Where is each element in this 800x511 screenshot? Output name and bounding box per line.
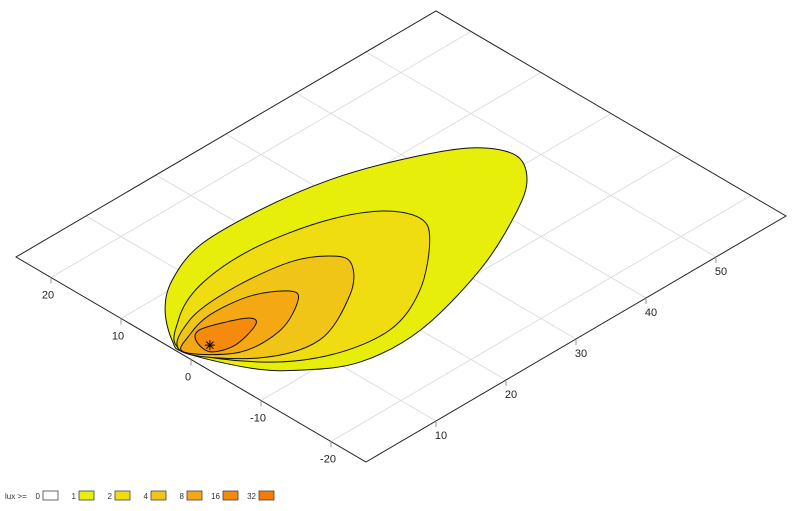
marker-stroke bbox=[206, 341, 214, 350]
legend-title: lux >= bbox=[5, 492, 27, 501]
y-tick-label: 10 bbox=[112, 331, 124, 343]
contour-fills bbox=[164, 147, 528, 372]
legend-label: 0 bbox=[36, 492, 41, 501]
marker-asterisk bbox=[204, 340, 215, 351]
grid-line-y bbox=[330, 195, 752, 442]
legend-label: 32 bbox=[247, 492, 256, 501]
y-tick-label: -10 bbox=[250, 413, 266, 425]
legend-label: 4 bbox=[144, 492, 149, 501]
legend-swatch bbox=[114, 490, 131, 501]
legend-swatch bbox=[258, 490, 275, 501]
legend-swatch bbox=[222, 490, 239, 501]
legend-swatch bbox=[42, 490, 59, 501]
legend-swatch bbox=[78, 490, 95, 501]
legend-label: 1 bbox=[72, 492, 77, 501]
legend-label: 2 bbox=[108, 492, 113, 501]
x-tick-label: 10 bbox=[435, 430, 447, 442]
y-tick-label: 0 bbox=[185, 372, 191, 384]
x-tick-label: 40 bbox=[645, 307, 657, 319]
x-tick-label: 20 bbox=[505, 389, 517, 401]
x-tick-label: 30 bbox=[575, 348, 587, 360]
legend-swatch bbox=[150, 490, 167, 501]
x-tick-label: 50 bbox=[715, 266, 727, 278]
grid-line-y bbox=[50, 31, 472, 278]
y-tick-label: 20 bbox=[42, 290, 54, 302]
axis-ticks: 10 20 30 40 50 20 10 0 -10 -20 bbox=[42, 257, 727, 466]
legend: lux >= 0 1 2 4 8 16 32 bbox=[5, 490, 275, 501]
legend-swatch bbox=[186, 490, 203, 501]
legend-label: 16 bbox=[211, 492, 220, 501]
legend-label: 8 bbox=[180, 492, 185, 501]
y-tick-label: -20 bbox=[320, 454, 336, 466]
